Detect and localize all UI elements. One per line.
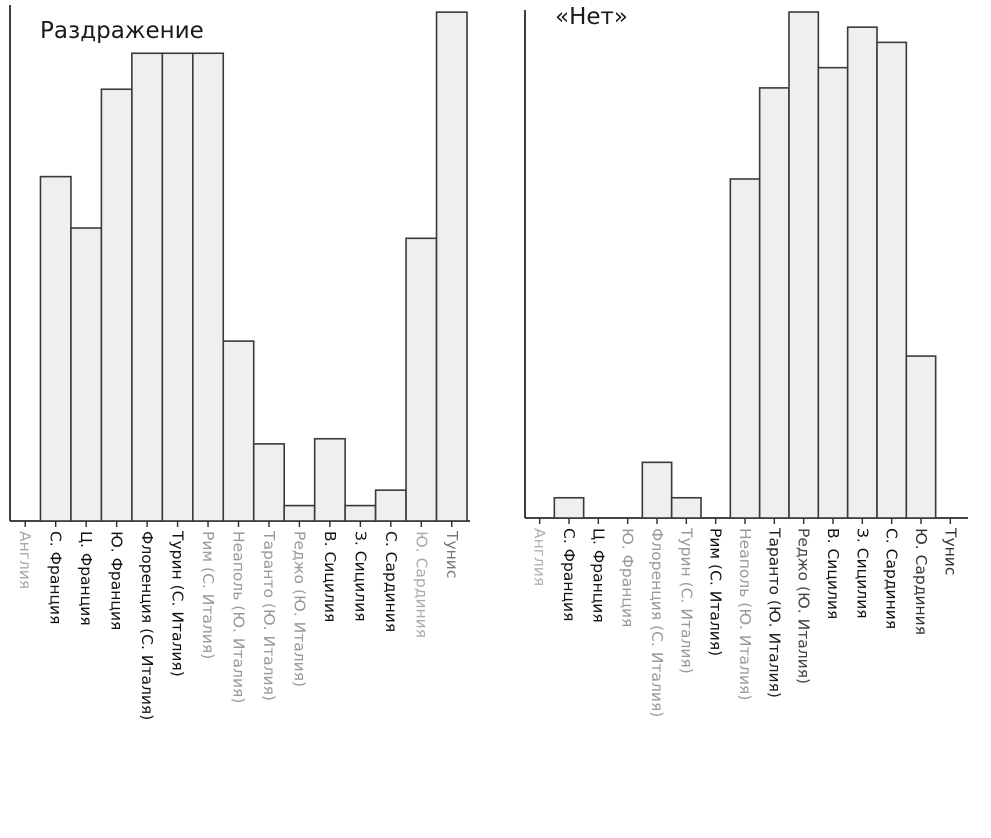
x-tick-label: Таранто (Ю. Италия) bbox=[260, 530, 278, 701]
x-tick-label: Неаполь (Ю. Италия) bbox=[736, 528, 754, 700]
bar bbox=[100, 88, 133, 522]
bar bbox=[435, 11, 468, 522]
x-tick-label: В. Сицилия bbox=[321, 531, 339, 622]
bar bbox=[39, 175, 72, 522]
x-tick-label: Ю. Сардиния bbox=[912, 528, 930, 635]
left-chart-title: Раздражение bbox=[40, 18, 204, 44]
bar bbox=[131, 52, 164, 522]
x-tick-label: Реджо (Ю. Италия) bbox=[795, 528, 813, 684]
bar bbox=[641, 461, 673, 519]
x-tick-label: Ц. Франция bbox=[589, 528, 607, 623]
left-chart: Англия С. Франция Ц. Франция Ю. Франция Флор… bbox=[9, 5, 470, 720]
x-tick-label: Тунис bbox=[443, 530, 461, 578]
x-tick-label: Англия bbox=[16, 531, 34, 589]
x-tick-label: С. Сардиния bbox=[382, 531, 400, 632]
x-tick-label: Турин (С. Италия) bbox=[169, 530, 187, 677]
x-tick-label: З. Сицилия bbox=[853, 528, 871, 619]
bar bbox=[670, 496, 702, 519]
bar bbox=[729, 178, 761, 519]
bar bbox=[374, 489, 407, 522]
x-tick-label: Рим (С. Италия) bbox=[707, 528, 725, 656]
x-tick-label: Ю. Сардиния bbox=[412, 531, 430, 638]
bar bbox=[222, 340, 255, 522]
x-tick-label: Флоренция (С. Италия) bbox=[648, 528, 666, 717]
bar bbox=[283, 504, 316, 522]
bar bbox=[817, 66, 849, 519]
bar bbox=[252, 443, 286, 522]
x-tick-label: Турин (С. Италия) bbox=[677, 527, 695, 674]
x-tick-label: В. Сицилия bbox=[824, 528, 842, 619]
bar bbox=[876, 41, 908, 519]
bar bbox=[70, 227, 103, 522]
x-tick-label: Неаполь (Ю. Италия) bbox=[230, 531, 248, 703]
x-tick-label: С. Сардиния bbox=[883, 528, 901, 629]
right-chart-title: «Нет» bbox=[555, 4, 628, 30]
bar bbox=[788, 11, 820, 519]
x-tick-label: Ц. Франция bbox=[77, 531, 95, 626]
bar bbox=[758, 87, 790, 519]
right-chart: Англия С. Франция Ц. Франция Ю. Франция Флор… bbox=[524, 10, 968, 717]
x-tick-label: Ю. Франция bbox=[108, 531, 126, 630]
x-tick-label: Ю. Франция bbox=[619, 528, 637, 627]
x-tick-label: Англия bbox=[531, 528, 549, 586]
x-tick-label: С. Франция bbox=[47, 531, 65, 624]
x-tick-label: Таранто (Ю. Италия) bbox=[765, 527, 783, 698]
x-tick-label: Рим (С. Италия) bbox=[199, 531, 217, 659]
bar bbox=[192, 52, 225, 522]
x-tick-label: Флоренция (С. Италия) bbox=[138, 531, 156, 720]
x-tick-label: Тунис bbox=[941, 527, 959, 575]
bar bbox=[846, 26, 878, 519]
bar bbox=[344, 504, 377, 522]
bar bbox=[161, 52, 194, 522]
bar bbox=[905, 355, 937, 519]
x-tick-label: С. Франция bbox=[560, 528, 578, 621]
bar bbox=[405, 237, 438, 522]
x-tick-label: Реджо (Ю. Италия) bbox=[290, 531, 308, 687]
x-tick-label: З. Сицилия bbox=[351, 531, 369, 622]
bar bbox=[313, 437, 346, 522]
bar bbox=[553, 496, 585, 519]
